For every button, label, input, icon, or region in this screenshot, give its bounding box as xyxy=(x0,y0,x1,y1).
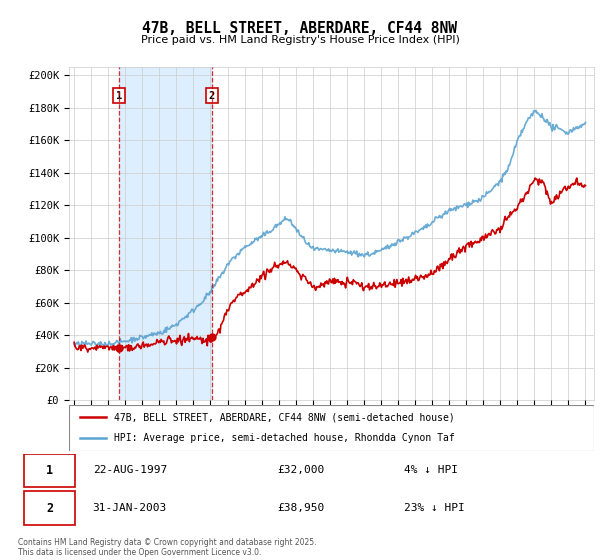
Text: 1: 1 xyxy=(116,91,122,101)
Text: £32,000: £32,000 xyxy=(277,465,324,475)
FancyBboxPatch shape xyxy=(23,492,76,525)
Text: £38,950: £38,950 xyxy=(277,503,324,513)
Bar xyxy=(119,67,212,400)
Text: 2: 2 xyxy=(209,91,215,101)
Text: HPI: Average price, semi-detached house, Rhondda Cynon Taf: HPI: Average price, semi-detached house,… xyxy=(113,433,454,444)
Text: 1: 1 xyxy=(46,464,53,477)
Text: 22-AUG-1997: 22-AUG-1997 xyxy=(92,465,167,475)
Text: 47B, BELL STREET, ABERDARE, CF44 8NW: 47B, BELL STREET, ABERDARE, CF44 8NW xyxy=(143,21,458,36)
Text: 23% ↓ HPI: 23% ↓ HPI xyxy=(404,503,464,513)
FancyBboxPatch shape xyxy=(69,405,594,451)
Text: 4% ↓ HPI: 4% ↓ HPI xyxy=(404,465,458,475)
Text: Price paid vs. HM Land Registry's House Price Index (HPI): Price paid vs. HM Land Registry's House … xyxy=(140,35,460,45)
Text: Contains HM Land Registry data © Crown copyright and database right 2025.
This d: Contains HM Land Registry data © Crown c… xyxy=(18,538,317,557)
Text: 2: 2 xyxy=(46,502,53,515)
Text: 47B, BELL STREET, ABERDARE, CF44 8NW (semi-detached house): 47B, BELL STREET, ABERDARE, CF44 8NW (se… xyxy=(113,412,454,422)
FancyBboxPatch shape xyxy=(23,454,76,487)
Text: 31-JAN-2003: 31-JAN-2003 xyxy=(92,503,167,513)
